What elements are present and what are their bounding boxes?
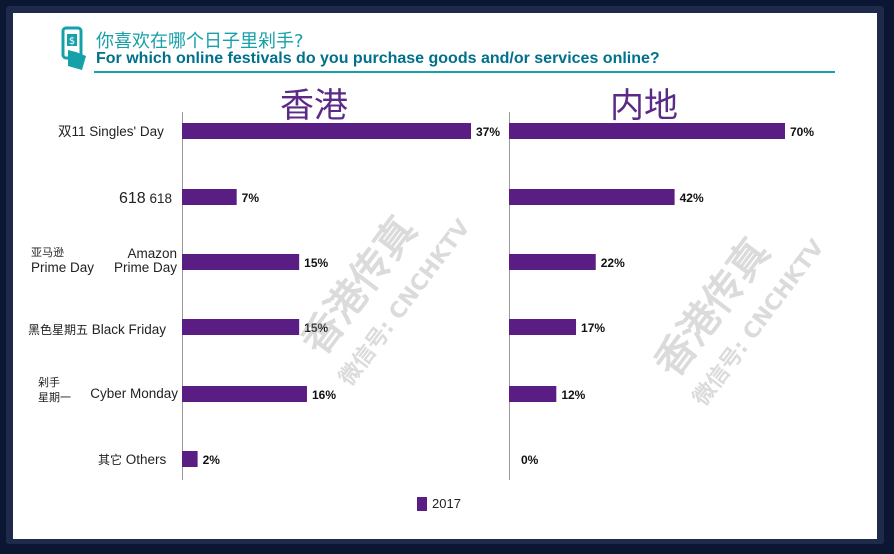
mainland-value-label-0: 70% bbox=[790, 125, 814, 139]
axis-mainland bbox=[509, 112, 510, 480]
title-chinese: 你喜欢在哪个日子里剁手? bbox=[96, 31, 304, 52]
hongkong-bar-3 bbox=[182, 319, 300, 335]
mainland-bar-2 bbox=[509, 254, 596, 270]
mainland-bar-3 bbox=[509, 319, 577, 335]
legend-label: 2017 bbox=[432, 496, 461, 511]
mainland-value-label-5: 0% bbox=[521, 453, 539, 467]
mainland-bar-1 bbox=[509, 189, 675, 205]
hongkong-bar-4 bbox=[182, 386, 307, 402]
mainland-bar-4 bbox=[509, 386, 557, 402]
hongkong-bar-1 bbox=[182, 189, 237, 205]
hongkong-value-label-2: 15% bbox=[304, 256, 328, 270]
hongkong-value-label-5: 2% bbox=[203, 453, 221, 467]
mainland-bar-0 bbox=[509, 123, 785, 139]
axis-hongkong bbox=[182, 112, 183, 480]
region-title-hongkong: 香港 bbox=[280, 86, 348, 126]
region-title-mainland: 内地 bbox=[610, 86, 678, 126]
category-label-cyber-monday: 剁手 星期一 Cyber Monday bbox=[38, 377, 178, 404]
mainland-value-label-3: 17% bbox=[581, 321, 605, 335]
hongkong-value-label-0: 37% bbox=[476, 125, 500, 139]
mainland-value-label-1: 42% bbox=[680, 191, 704, 205]
svg-text:$: $ bbox=[69, 36, 75, 47]
category-label-black-friday: 黑色星期五 Black Friday bbox=[28, 322, 167, 337]
category-label-618: 618 618 bbox=[119, 190, 172, 207]
hongkong-bar-0 bbox=[182, 123, 471, 139]
hongkong-bar-5 bbox=[182, 451, 198, 467]
hongkong-value-label-1: 7% bbox=[242, 191, 260, 205]
hongkong-bar-2 bbox=[182, 254, 300, 270]
title-english: For which online festivals do you purcha… bbox=[96, 50, 660, 67]
category-label-others: 其它 Others bbox=[98, 452, 167, 467]
hongkong-value-label-4: 16% bbox=[312, 388, 336, 402]
category-label-singles-day: 双11 Singles' Day bbox=[58, 124, 164, 139]
chart-panel bbox=[13, 13, 877, 539]
hongkong-value-label-3: 15% bbox=[304, 321, 328, 335]
mobile-shopping-icon: $ bbox=[61, 26, 86, 70]
mainland-value-label-4: 12% bbox=[561, 388, 585, 402]
mainland-value-label-2: 22% bbox=[601, 256, 625, 270]
category-label-prime-day: 亚马逊 Prime Day Amazon Prime Day bbox=[31, 246, 177, 275]
title-underline bbox=[94, 71, 835, 73]
legend-swatch bbox=[417, 497, 427, 511]
